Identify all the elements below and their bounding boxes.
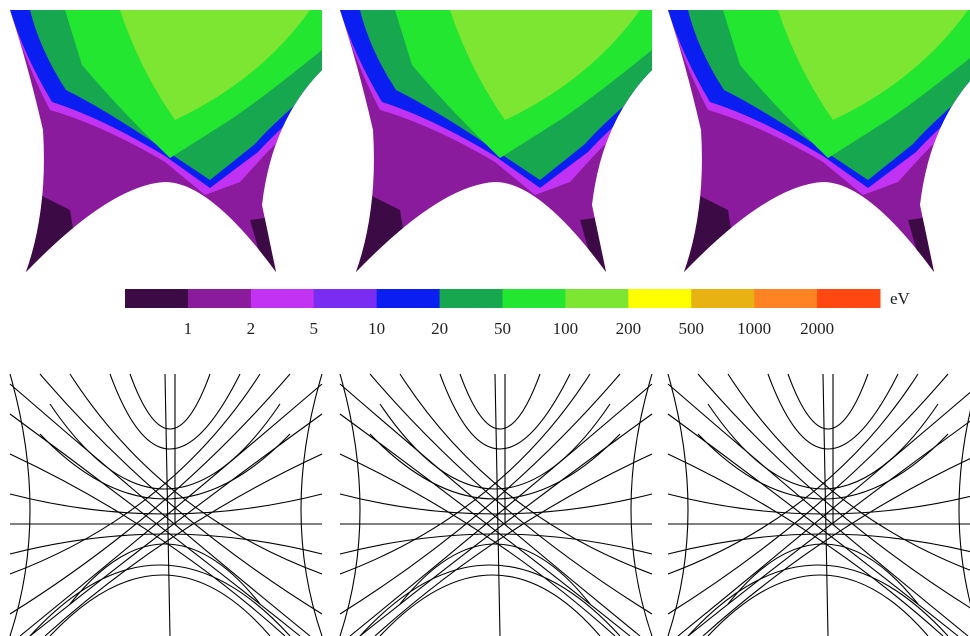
- colorbar-segment: [503, 289, 566, 308]
- figure: 1 2 5 10 20 50 100 200 500 1000 2000 eV: [0, 0, 970, 636]
- colorbar-label: 1: [184, 319, 193, 338]
- colorbar-segment: [377, 289, 440, 308]
- colorbar-segment: [125, 289, 188, 308]
- colorbar-segment: [251, 289, 314, 308]
- colorbar-label: 50: [494, 319, 511, 338]
- colorbar-segment: [565, 289, 628, 308]
- colorbar-label: 10: [368, 319, 385, 338]
- colorbar-label: 1000: [737, 319, 771, 338]
- contour-panel: [340, 10, 652, 272]
- colorbar: 1 2 5 10 20 50 100 200 500 1000 2000: [125, 289, 881, 338]
- colorbar-segment: [754, 289, 817, 308]
- mesh-panel: [340, 374, 652, 636]
- contour-panel: [668, 10, 970, 272]
- colorbar-segment: [691, 289, 754, 308]
- colorbar-unit: eV: [890, 289, 911, 308]
- colorbar-label: 2: [247, 319, 256, 338]
- mesh-panel: [668, 374, 970, 636]
- colorbar-label: 5: [310, 319, 319, 338]
- colorbar-label: 100: [553, 319, 579, 338]
- mesh-panel: [10, 374, 322, 636]
- colorbar-label: 500: [679, 319, 705, 338]
- colorbar-label: 200: [616, 319, 642, 338]
- colorbar-label: 2000: [800, 319, 834, 338]
- colorbar-segment: [628, 289, 691, 308]
- colorbar-label: 20: [431, 319, 448, 338]
- colorbar-segment: [188, 289, 251, 308]
- contour-panel: [10, 10, 322, 272]
- colorbar-segment: [817, 289, 880, 308]
- colorbar-segment: [314, 289, 377, 308]
- colorbar-segment: [440, 289, 503, 308]
